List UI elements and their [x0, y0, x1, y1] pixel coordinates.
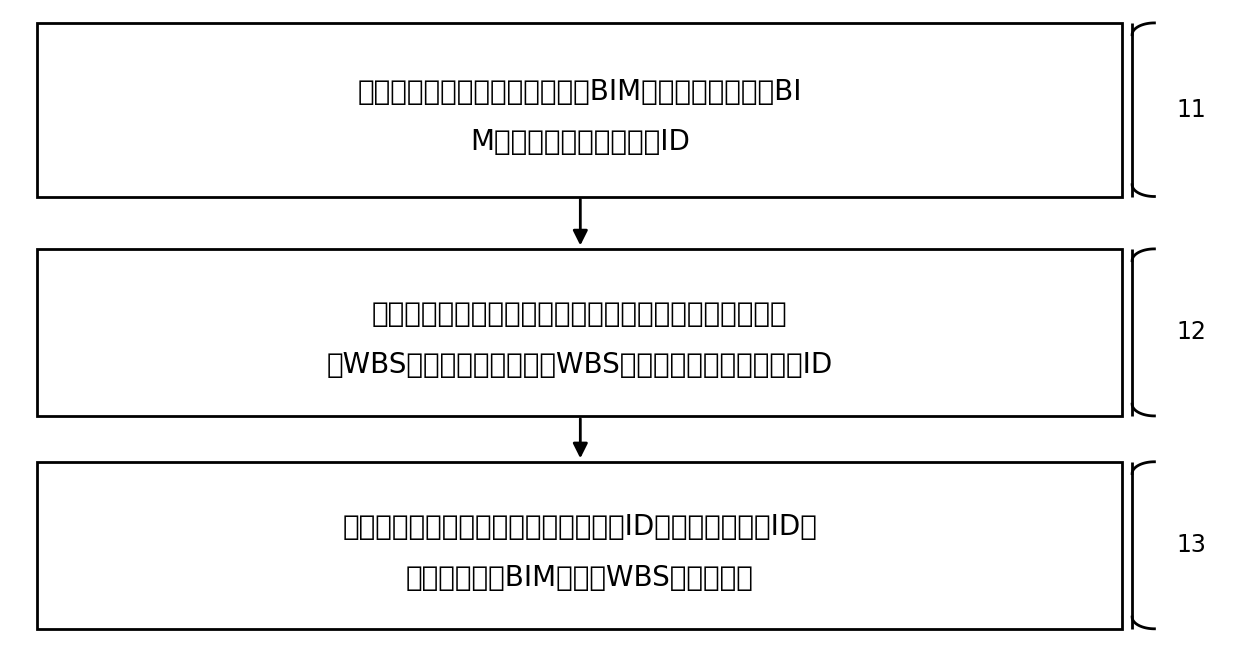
Text: 个WBS工作包；为每个所述WBS工作包分配第二唯一标识ID: 个WBS工作包；为每个所述WBS工作包分配第二唯一标识ID	[326, 351, 833, 379]
Text: 12: 12	[1177, 320, 1207, 345]
Bar	[37, 249, 1122, 416]
Text: 将对应的所述BIM构件和WBS工作包关联: 将对应的所述BIM构件和WBS工作包关联	[405, 564, 754, 591]
Text: 根据预设规则，根据所述第一唯一标识ID和第二唯一标识ID，: 根据预设规则，根据所述第一唯一标识ID和第二唯一标识ID，	[342, 514, 817, 541]
Text: 获取所述工程项目分解结构，将所述工程项目分解为若干: 获取所述工程项目分解结构，将所述工程项目分解为若干	[372, 301, 787, 328]
Bar	[37, 23, 1122, 197]
Text: 11: 11	[1177, 98, 1207, 122]
Text: 获取工程项目相关建筑信息模型BIM构件，为每个所述BI: 获取工程项目相关建筑信息模型BIM构件，为每个所述BI	[357, 78, 802, 105]
Text: M构件分配第一唯一标识ID: M构件分配第一唯一标识ID	[470, 128, 689, 156]
Bar	[37, 462, 1122, 629]
Text: 13: 13	[1177, 533, 1207, 557]
